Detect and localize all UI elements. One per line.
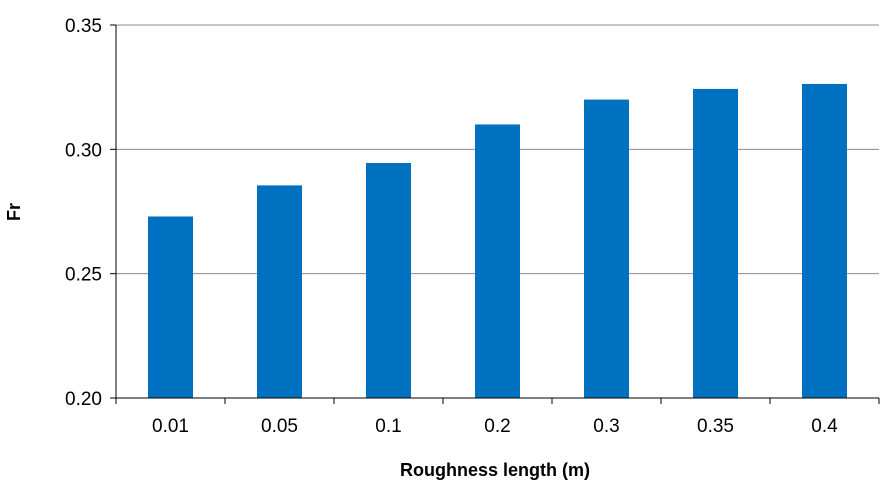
bar — [475, 124, 520, 398]
bar — [693, 88, 738, 398]
y-tick-label: 0.30 — [65, 140, 102, 161]
bar — [148, 216, 193, 398]
y-tick-label: 0.35 — [65, 16, 102, 37]
bar — [366, 163, 411, 398]
x-tick-label: 0.35 — [697, 416, 734, 437]
y-tick-label: 0.20 — [65, 389, 102, 410]
bar — [257, 185, 302, 398]
bar — [584, 99, 629, 398]
x-axis-title: Roughness length (m) — [400, 460, 590, 480]
y-tick-label: 0.25 — [65, 265, 102, 286]
y-tick-labels: 0.20 0.25 0.30 0.35 — [65, 16, 102, 410]
bar — [802, 83, 847, 399]
axes — [110, 24, 880, 404]
x-tick-label: 0.05 — [261, 416, 298, 437]
x-tick-label: 0.1 — [375, 416, 401, 437]
x-tick-label: 0.2 — [484, 416, 510, 437]
x-tick-labels: 0.01 0.05 0.1 0.2 0.3 0.35 0.4 — [152, 416, 838, 437]
x-tick-label: 0.4 — [811, 416, 838, 437]
y-axis-title: Fr — [4, 203, 24, 221]
bars — [148, 83, 847, 399]
x-tick-label: 0.01 — [152, 416, 189, 437]
x-tick-label: 0.3 — [593, 416, 619, 437]
